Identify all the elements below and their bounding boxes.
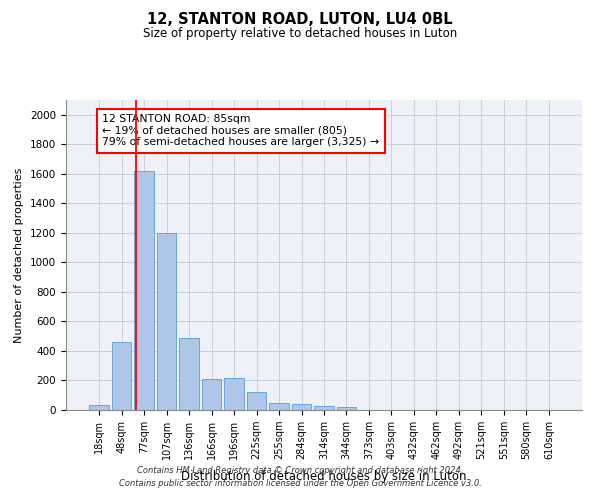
Bar	[337, 408, 356, 410]
Y-axis label: Number of detached properties: Number of detached properties	[14, 168, 25, 342]
Text: Contains HM Land Registry data © Crown copyright and database right 2024.
Contai: Contains HM Land Registry data © Crown c…	[119, 466, 481, 487]
Bar	[112, 342, 131, 410]
Bar	[292, 404, 311, 410]
Text: 12, STANTON ROAD, LUTON, LU4 0BL: 12, STANTON ROAD, LUTON, LU4 0BL	[147, 12, 453, 28]
Text: Size of property relative to detached houses in Luton: Size of property relative to detached ho…	[143, 28, 457, 40]
Text: 12 STANTON ROAD: 85sqm
← 19% of detached houses are smaller (805)
79% of semi-de: 12 STANTON ROAD: 85sqm ← 19% of detached…	[102, 114, 379, 147]
Bar	[247, 392, 266, 410]
X-axis label: Distribution of detached houses by size in Luton: Distribution of detached houses by size …	[181, 470, 467, 484]
Bar	[179, 338, 199, 410]
Bar	[202, 379, 221, 410]
Bar	[157, 233, 176, 410]
Bar	[224, 378, 244, 410]
Bar	[134, 171, 154, 410]
Bar	[314, 406, 334, 410]
Bar	[89, 405, 109, 410]
Bar	[269, 402, 289, 410]
